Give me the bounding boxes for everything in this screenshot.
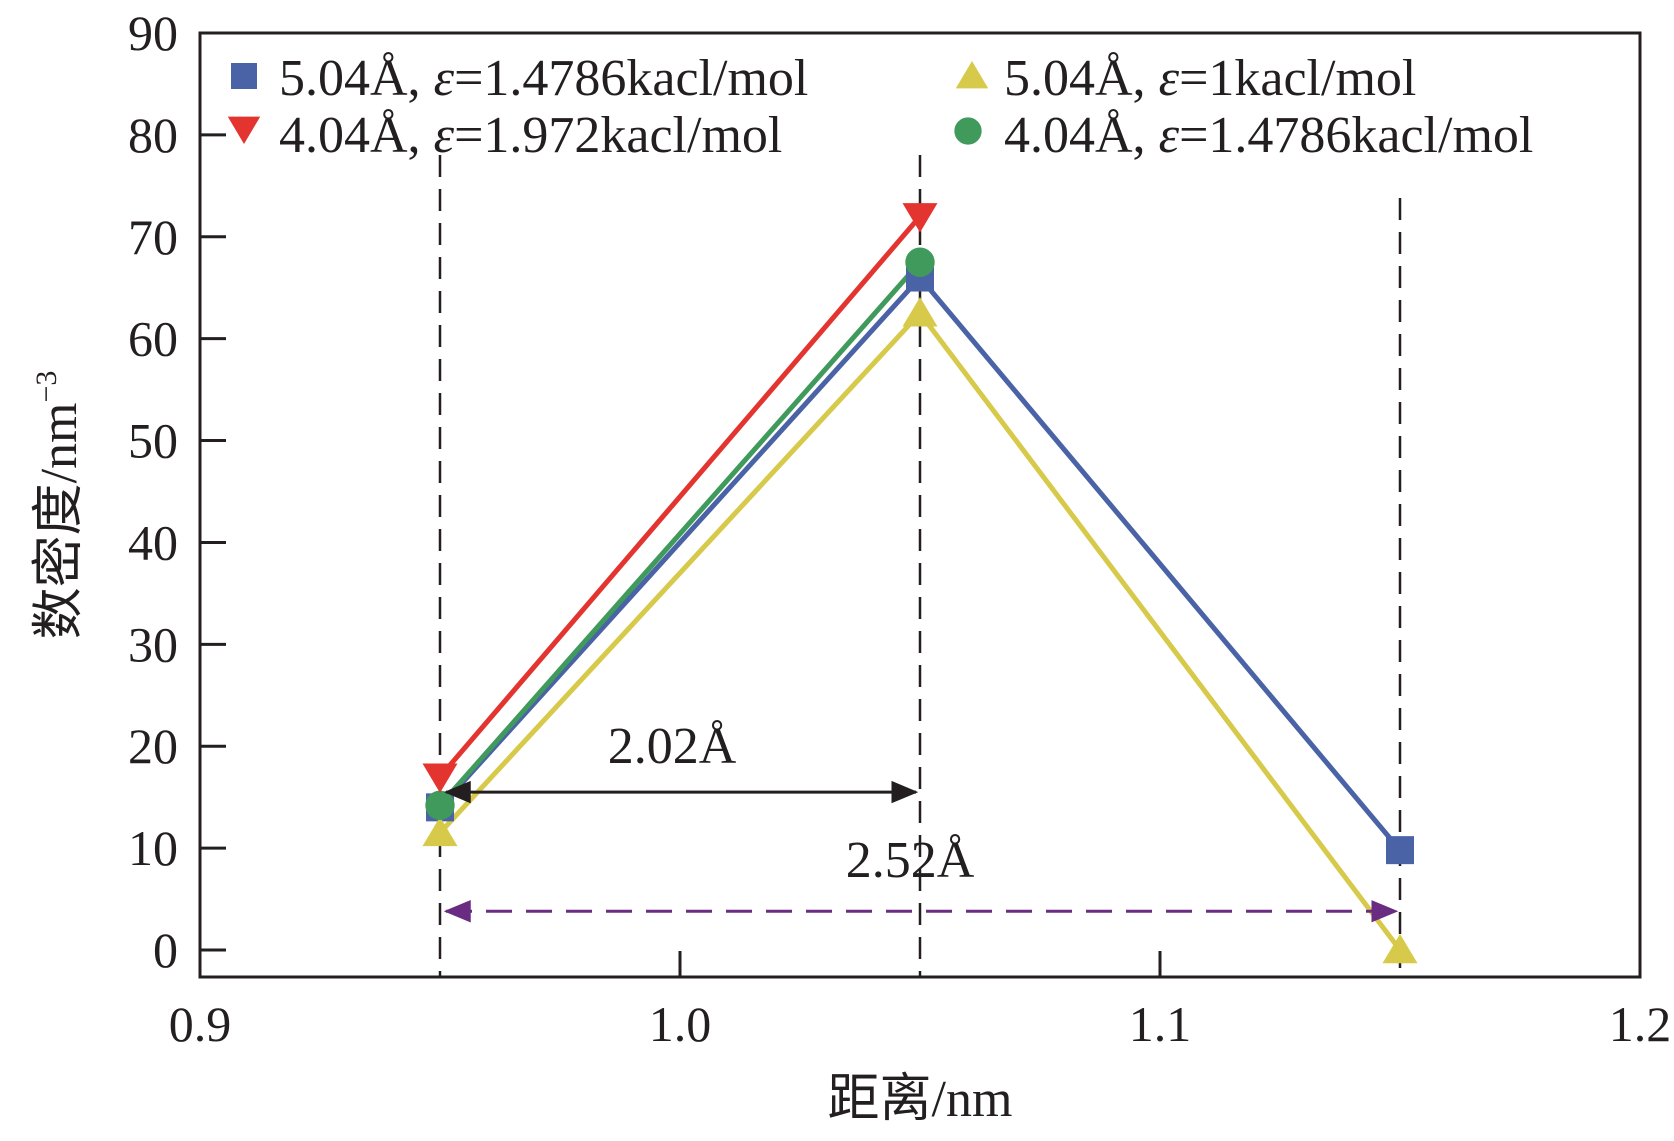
legend-label: 4.04Å, ε=1.4786kacl/mol	[1004, 107, 1533, 164]
y-axis-title: 数密度/nm−3	[30, 371, 88, 640]
x-tick-label: 0.9	[169, 996, 232, 1052]
y-tick-label: 90	[128, 5, 178, 61]
data-point-circle	[425, 790, 455, 821]
data-point-triangle-up	[422, 816, 458, 847]
x-tick-label: 1.2	[1609, 996, 1672, 1052]
data-point-triangle-up	[902, 297, 938, 327]
y-tick-label: 0	[153, 922, 178, 978]
series-line	[438, 260, 922, 807]
legend-label: 4.04Å, ε=1.972kacl/mol	[279, 107, 782, 164]
legend-label: 5.04Å, ε=1.4786kacl/mol	[279, 50, 808, 107]
legend-marker	[231, 63, 257, 89]
legend-label: 5.04Å, ε=1kacl/mol	[1004, 50, 1416, 107]
series-line	[438, 214, 922, 779]
data-point-triangle-down	[902, 203, 938, 233]
data-point-circle	[905, 247, 935, 277]
y-tick-label: 30	[128, 616, 178, 672]
data-point-triangle-up	[1382, 933, 1418, 964]
y-tick-label: 80	[128, 107, 178, 163]
y-tick-label: 70	[128, 209, 178, 265]
annotation-label: 2.52Å	[846, 832, 975, 889]
y-tick-label: 10	[128, 820, 178, 876]
y-tick-label: 60	[128, 311, 178, 367]
data-point-triangle-down	[422, 763, 458, 793]
x-axis-title: 距离/nm	[828, 1071, 1013, 1128]
y-tick-label: 50	[128, 413, 178, 469]
data-point-square	[1386, 836, 1414, 865]
legend-marker	[955, 61, 989, 89]
y-tick-label: 20	[128, 718, 178, 774]
legend-marker	[227, 116, 261, 144]
x-tick-label: 1.1	[1129, 996, 1192, 1052]
x-tick-label: 1.0	[649, 996, 712, 1052]
y-tick-label: 40	[128, 514, 178, 570]
legend-marker	[954, 117, 982, 145]
annotation-label: 2.02Å	[608, 718, 737, 775]
